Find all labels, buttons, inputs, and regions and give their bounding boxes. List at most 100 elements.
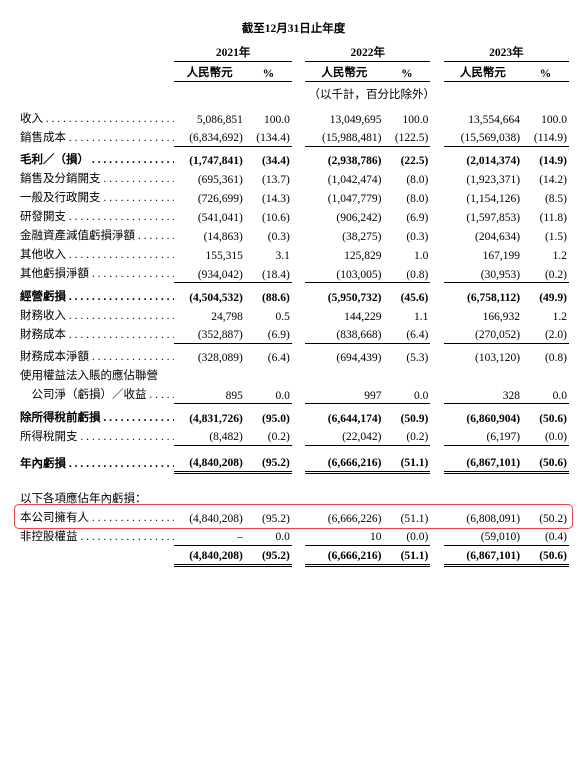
cell-value: (204,634)	[444, 226, 522, 245]
cell-value: 144,229	[305, 305, 383, 324]
cell-pct: (8.5)	[522, 188, 569, 207]
cell-value: (2,014,374)	[444, 150, 522, 169]
row-label: 財務成本淨額	[18, 347, 174, 366]
row-label: 其他收入	[18, 245, 174, 264]
cell-value: (15,988,481)	[305, 127, 383, 146]
cell-pct: (95.0)	[245, 407, 292, 426]
cell-value: (4,840,208)	[174, 453, 244, 472]
cell-pct: 100.0	[522, 108, 569, 127]
cell-value: (38,275)	[305, 226, 383, 245]
row-label: 其他虧損淨額	[18, 264, 174, 283]
table-row: 財務成本淨額(328,089)(6.4)(694,439)(5.3)(103,1…	[18, 347, 569, 366]
table-row: 經營虧損(4,504,532)(88.6)(5,950,732)(45.6)(6…	[18, 286, 569, 305]
cell-pct: (0.8)	[522, 347, 569, 366]
cell-value: (270,052)	[444, 324, 522, 343]
cell-pct: (5.3)	[383, 347, 430, 366]
cell-pct: (95.2)	[245, 549, 292, 566]
cell-pct	[245, 488, 292, 507]
cell-pct: (6.4)	[383, 324, 430, 343]
table-wrap: 2021年 2022年 2023年 人民幣元 % 人民幣元 % 人民幣元 % （…	[18, 42, 569, 567]
row-label: 非控股權益	[18, 526, 174, 545]
cell-pct: (6.4)	[245, 347, 292, 366]
table-row: 銷售成本(6,834,692)(134.4)(15,988,481)(122.5…	[18, 127, 569, 146]
row-label	[18, 549, 174, 566]
cell-value: (1,597,853)	[444, 207, 522, 226]
cell-pct: (11.8)	[522, 207, 569, 226]
cell-pct: 1.2	[522, 305, 569, 324]
cell-pct: (8.0)	[383, 169, 430, 188]
cell-pct: (14.9)	[522, 150, 569, 169]
table-row: 財務收入24,7980.5144,2291.1166,9321.2	[18, 305, 569, 324]
cell-value: (1,042,474)	[305, 169, 383, 188]
cell-pct: (6.9)	[383, 207, 430, 226]
cell-pct: (14.2)	[522, 169, 569, 188]
cell-pct: 100.0	[245, 108, 292, 127]
cell-pct: (134.4)	[245, 127, 292, 146]
cell-pct	[522, 488, 569, 507]
table-row: 一般及行政開支(726,699)(14.3)(1,047,779)(8.0)(1…	[18, 188, 569, 207]
sub-rmb-2: 人民幣元	[305, 62, 383, 82]
cell-pct: (6.9)	[245, 324, 292, 343]
cell-value: (6,867,101)	[444, 453, 522, 472]
table-row: 研發開支(541,041)(10.6)(906,242)(6.9)(1,597,…	[18, 207, 569, 226]
cell-pct: 0.5	[245, 305, 292, 324]
table-row: 除所得稅前虧損(4,831,726)(95.0)(6,644,174)(50.9…	[18, 407, 569, 426]
cell-value: (4,840,208)	[174, 507, 244, 526]
table-row: 以下各項應佔年內虧損：	[18, 488, 569, 507]
cell-value	[174, 488, 244, 507]
cell-value	[444, 488, 522, 507]
cell-value: 328	[444, 385, 522, 404]
cell-pct: (0.8)	[383, 264, 430, 283]
table-row: 公司淨（虧損）／收益8950.09970.03280.0	[18, 385, 569, 404]
table-row	[18, 472, 569, 480]
cell-pct: (122.5)	[383, 127, 430, 146]
cell-value: (328,089)	[174, 347, 244, 366]
cell-pct: (0.0)	[522, 426, 569, 445]
cell-value: (22,042)	[305, 426, 383, 445]
cell-pct: 3.1	[245, 245, 292, 264]
table-body: 收入5,086,851100.013,049,695100.013,554,66…	[18, 108, 569, 565]
table-row: 所得稅開支(8,482)(0.2)(22,042)(0.2)(6,197)(0.…	[18, 426, 569, 445]
sub-rmb-3: 人民幣元	[444, 62, 522, 82]
cell-value: (541,041)	[174, 207, 244, 226]
cell-value	[444, 366, 522, 385]
cell-pct: (51.1)	[383, 549, 430, 566]
cell-pct: 0.0	[245, 526, 292, 545]
cell-value: (352,887)	[174, 324, 244, 343]
header-title: 截至12月31日止年度	[18, 20, 569, 36]
table-row: 收入5,086,851100.013,049,695100.013,554,66…	[18, 108, 569, 127]
cell-pct: (0.4)	[522, 526, 569, 545]
cell-pct	[245, 366, 292, 385]
row-label: 收入	[18, 108, 174, 127]
row-label: 本公司擁有人	[18, 507, 174, 526]
unit-note: （以千計，百分比除外）	[174, 82, 569, 109]
cell-pct: (34.4)	[245, 150, 292, 169]
cell-value: –	[174, 526, 244, 545]
cell-value: (726,699)	[174, 188, 244, 207]
cell-value: (5,950,732)	[305, 286, 383, 305]
table-row: 非控股權益–0.010(0.0)(59,010)(0.4)	[18, 526, 569, 545]
cell-pct: (13.7)	[245, 169, 292, 188]
cell-pct: (50.6)	[522, 453, 569, 472]
cell-value: (6,867,101)	[444, 549, 522, 566]
cell-pct: (50.2)	[522, 507, 569, 526]
row-label: 所得稅開支	[18, 426, 174, 445]
cell-pct: (50.9)	[383, 407, 430, 426]
cell-pct	[383, 488, 430, 507]
cell-pct: 100.0	[383, 108, 430, 127]
cell-pct: (50.6)	[522, 549, 569, 566]
cell-value: (6,644,174)	[305, 407, 383, 426]
cell-value: (4,840,208)	[174, 549, 244, 566]
cell-value: 895	[174, 385, 244, 404]
sub-rmb-1: 人民幣元	[174, 62, 244, 82]
cell-value: 13,554,664	[444, 108, 522, 127]
cell-value: (1,747,841)	[174, 150, 244, 169]
year-header-2021: 2021年	[174, 42, 291, 62]
cell-value: (1,047,779)	[305, 188, 383, 207]
cell-pct	[383, 366, 430, 385]
table-row: 年內虧損(4,840,208)(95.2)(6,666,216)(51.1)(6…	[18, 453, 569, 472]
cell-value	[305, 366, 383, 385]
cell-value: (15,569,038)	[444, 127, 522, 146]
cell-pct: (1.5)	[522, 226, 569, 245]
cell-pct: 0.0	[522, 385, 569, 404]
